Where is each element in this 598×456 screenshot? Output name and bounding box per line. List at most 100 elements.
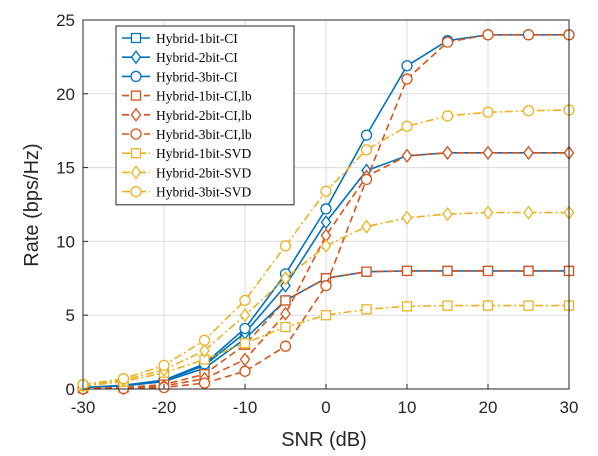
legend-marker	[130, 70, 142, 83]
data-point	[401, 60, 413, 72]
data-point	[198, 377, 211, 389]
data-point	[360, 144, 373, 156]
data-point	[401, 73, 413, 85]
data-point	[158, 359, 170, 372]
data-point	[523, 300, 534, 311]
data-point	[442, 300, 453, 311]
data-point	[239, 352, 251, 367]
legend-label: Hybrid-2bit-CI,lb	[156, 108, 252, 123]
data-point	[442, 145, 453, 160]
data-point	[239, 365, 251, 377]
data-point	[199, 343, 210, 358]
legend-label: Hybrid-1bit-CI,lb	[156, 89, 252, 104]
data-point	[441, 110, 454, 122]
data-point	[522, 29, 535, 41]
legend-marker	[130, 185, 142, 198]
data-point	[523, 145, 534, 160]
data-point	[320, 238, 332, 253]
x-tick-label: 10	[398, 398, 417, 417]
data-point	[482, 29, 494, 41]
legend-item: Hybrid-1bit-SVD	[122, 146, 251, 161]
legend-marker	[130, 32, 142, 44]
data-point	[239, 338, 251, 349]
legend-item: Hybrid-1bit-CI,lb	[122, 89, 252, 104]
data-point	[482, 145, 494, 160]
data-point	[360, 129, 373, 141]
data-point	[280, 321, 291, 333]
data-point	[401, 301, 413, 312]
data-point	[320, 280, 332, 292]
legend-marker	[130, 128, 142, 140]
data-point	[280, 278, 291, 293]
legend-label: Hybrid-3bit-SVD	[156, 185, 251, 200]
data-point	[280, 271, 291, 286]
data-point	[361, 266, 372, 277]
data-point	[401, 210, 413, 225]
legend-item: Hybrid-1bit-CI	[122, 31, 238, 46]
legend-marker	[130, 90, 142, 101]
data-point	[482, 265, 494, 277]
legend-item: Hybrid-2bit-CI,lb	[122, 107, 252, 123]
tick-labels: -30 -20 -10 0 10 20 30 0 5 10 15 20 25	[56, 11, 578, 417]
data-point	[280, 295, 291, 306]
data-point	[401, 148, 413, 163]
x-tick-label: 0	[321, 398, 330, 417]
legend-label: Hybrid-1bit-SVD	[156, 146, 251, 161]
data-point	[442, 207, 453, 222]
y-tick-label: 25	[56, 11, 75, 30]
y-tick-label: 5	[66, 306, 75, 325]
data-point	[239, 308, 251, 323]
legend-item: Hybrid-3bit-CI	[122, 69, 238, 84]
legend-item: Hybrid-2bit-SVD	[122, 165, 251, 180]
data-point	[320, 310, 332, 321]
data-point	[320, 185, 332, 197]
legend-label: Hybrid-3bit-CI	[156, 69, 238, 84]
data-point	[239, 322, 251, 335]
y-tick-label: 15	[56, 159, 75, 178]
data-point	[361, 219, 372, 234]
x-tick-label: 30	[560, 398, 579, 417]
data-point	[441, 36, 454, 48]
legend-item: Hybrid-2bit-CI	[122, 50, 238, 65]
data-point	[361, 304, 372, 315]
legend-item: Hybrid-3bit-SVD	[122, 185, 251, 200]
data-point	[279, 240, 292, 252]
legend-label: Hybrid-1bit-CI	[156, 31, 238, 46]
data-point	[320, 203, 332, 215]
legend-marker	[130, 165, 142, 180]
data-point	[482, 205, 494, 220]
data-point	[401, 120, 413, 132]
data-point	[522, 105, 535, 117]
y-tick-label: 0	[66, 380, 75, 399]
data-point	[280, 306, 291, 321]
data-point	[360, 173, 373, 186]
data-point	[523, 265, 534, 277]
legend-label: Hybrid-2bit-CI	[156, 50, 238, 65]
data-point	[482, 106, 494, 118]
y-axis-label: Rate (bps/Hz)	[21, 143, 43, 266]
data-point	[279, 340, 292, 352]
x-tick-label: -20	[152, 398, 177, 417]
x-axis-label: SNR (dB)	[281, 429, 367, 451]
data-point	[401, 265, 413, 277]
legend-label: Hybrid-2bit-SVD	[156, 165, 251, 180]
legend-item: Hybrid-3bit-CI,lb	[122, 127, 252, 142]
data-point	[239, 294, 251, 307]
legend-marker	[130, 107, 142, 122]
legend-marker	[130, 148, 142, 159]
data-point	[482, 300, 494, 311]
data-point	[198, 334, 211, 346]
legend-label: Hybrid-3bit-CI,lb	[156, 127, 252, 142]
data-point	[117, 373, 130, 385]
data-point	[442, 265, 453, 277]
data-point	[320, 215, 332, 230]
y-tick-label: 20	[56, 85, 75, 104]
x-tick-label: 20	[479, 398, 498, 417]
data-point	[523, 205, 534, 220]
series-hybrid-3bit-svd	[77, 104, 575, 391]
x-tick-label: -30	[71, 398, 96, 417]
legend: Hybrid-1bit-CI Hybrid-2bit-CI Hybrid-3bit-…	[115, 25, 295, 206]
legend-marker	[130, 50, 142, 65]
y-tick-label: 10	[56, 232, 75, 251]
